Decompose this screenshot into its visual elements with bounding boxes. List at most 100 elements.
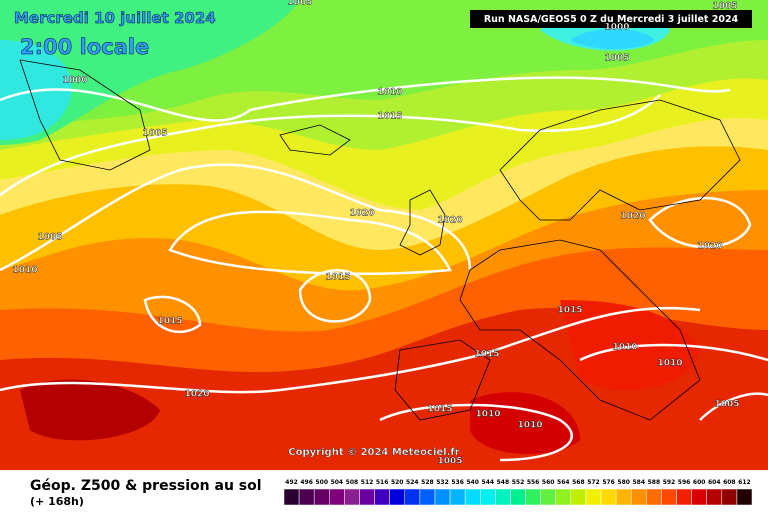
- band-544: [570, 28, 655, 49]
- isobar-label: 1010: [657, 359, 682, 369]
- isobar-label: 1020: [697, 242, 722, 252]
- isobar: [699, 392, 768, 421]
- scale-swatch: [540, 488, 556, 506]
- scale-swatch: [661, 488, 677, 506]
- isobar-label: 1010: [517, 421, 542, 431]
- scale-swatch: [419, 488, 436, 506]
- scale-label: 600: [693, 479, 706, 486]
- scale-label: 492: [285, 479, 298, 486]
- scale-swatch: [615, 488, 632, 506]
- isobar-label: 1015: [157, 317, 182, 327]
- band-600: [20, 379, 160, 441]
- scale-swatch: [359, 488, 375, 506]
- isobar-label: 1015: [427, 405, 452, 415]
- isobar: [0, 76, 731, 122]
- scale-swatch: [510, 488, 526, 506]
- isobar-label: 1005: [142, 129, 167, 139]
- scale-label: 556: [527, 479, 540, 486]
- isobar-label: 1020: [620, 212, 645, 222]
- scale-swatch: [480, 488, 496, 506]
- scale-swatch: [570, 488, 587, 506]
- scale-label: 528: [421, 479, 434, 486]
- coastline: [19, 59, 151, 171]
- scale-label: 496: [300, 479, 313, 486]
- run-info: Run NASA/GEOS5 0 Z du Mercredi 3 juillet…: [484, 14, 739, 25]
- scale-label: 540: [466, 479, 479, 486]
- scale-swatch: [329, 488, 345, 506]
- scale-label: 592: [663, 479, 676, 486]
- scale-label: 612: [738, 479, 751, 486]
- isobar-label: 1020: [349, 209, 374, 219]
- scale-swatch: [555, 488, 572, 506]
- scale-swatch: [495, 488, 511, 506]
- isobar: [143, 295, 202, 334]
- scale-swatch: [464, 488, 481, 506]
- scale-swatch: [434, 488, 451, 506]
- run-box: [470, 10, 752, 28]
- scale-label: 548: [497, 479, 510, 486]
- footer-subtitle: (+ 168h): [30, 495, 84, 508]
- isobar: [0, 306, 701, 394]
- coastline: [394, 339, 491, 421]
- scale-label: 576: [602, 479, 615, 486]
- isobar-label: 1005: [437, 457, 462, 467]
- isobar-label: 1010: [475, 410, 500, 420]
- isobars: [0, 76, 768, 462]
- coastline: [499, 99, 741, 221]
- scale-label: 564: [557, 479, 570, 486]
- scale-label: 508: [346, 479, 359, 486]
- scale-swatch: [389, 488, 406, 506]
- scale-swatch: [706, 488, 723, 506]
- scale-swatch: [298, 488, 315, 506]
- scale-label: 532: [436, 479, 449, 486]
- scale-label: 500: [315, 479, 328, 486]
- map-date: Mercredi 10 juillet 2024: [14, 9, 216, 27]
- isobar-label: 1015: [557, 306, 582, 316]
- isobar-label: 1000: [62, 76, 87, 86]
- scale-swatch: [283, 488, 300, 506]
- scale-swatch: [646, 488, 662, 506]
- scale-label: 536: [451, 479, 464, 486]
- isobar-label: 1005: [712, 2, 737, 12]
- isobar-label: 1010: [612, 343, 637, 353]
- scale-swatch: [691, 488, 707, 506]
- coastline: [279, 124, 351, 156]
- isobar: [579, 343, 768, 362]
- scale-swatch: [404, 488, 421, 506]
- isobar: [168, 210, 452, 276]
- scale-swatch: [313, 488, 330, 506]
- scale-swatch: [525, 488, 541, 506]
- scale-swatch: [344, 488, 360, 506]
- isobar: [0, 163, 472, 272]
- band-556: [0, 0, 300, 145]
- isobar: [0, 94, 661, 197]
- scale-label: 604: [708, 479, 721, 486]
- isobar: [379, 403, 573, 462]
- scale-label: 560: [542, 479, 555, 486]
- scale-label: 504: [331, 479, 344, 486]
- scale-label: 516: [376, 479, 389, 486]
- isobar-label: 1020: [437, 216, 462, 226]
- isobar-label: 1005: [37, 233, 62, 243]
- footer-title: Géop. Z500 & pression au sol: [30, 478, 262, 494]
- scale-swatch: [721, 488, 738, 506]
- band-596-east: [560, 300, 700, 390]
- isobar: [648, 196, 752, 249]
- scale-swatch: [449, 488, 466, 506]
- isobar-label: 1010: [12, 266, 37, 276]
- scale-label: 568: [572, 479, 585, 486]
- band-596: [470, 392, 580, 454]
- isobar-label: 1020: [184, 390, 209, 400]
- scale-label: 524: [406, 479, 419, 486]
- scale-swatch: [585, 488, 602, 506]
- isobar-label: 1005: [714, 400, 739, 410]
- scale-label: 584: [633, 479, 646, 486]
- copyright: Copyright © 2024 Meteociel.fr: [288, 447, 459, 458]
- scale-label: 520: [391, 479, 404, 486]
- scale-label: 512: [361, 479, 374, 486]
- map-time: 2:00 locale: [20, 35, 149, 59]
- coastline: [459, 239, 701, 421]
- scale-swatch: [600, 488, 617, 506]
- isobar-label: 1015: [474, 350, 499, 360]
